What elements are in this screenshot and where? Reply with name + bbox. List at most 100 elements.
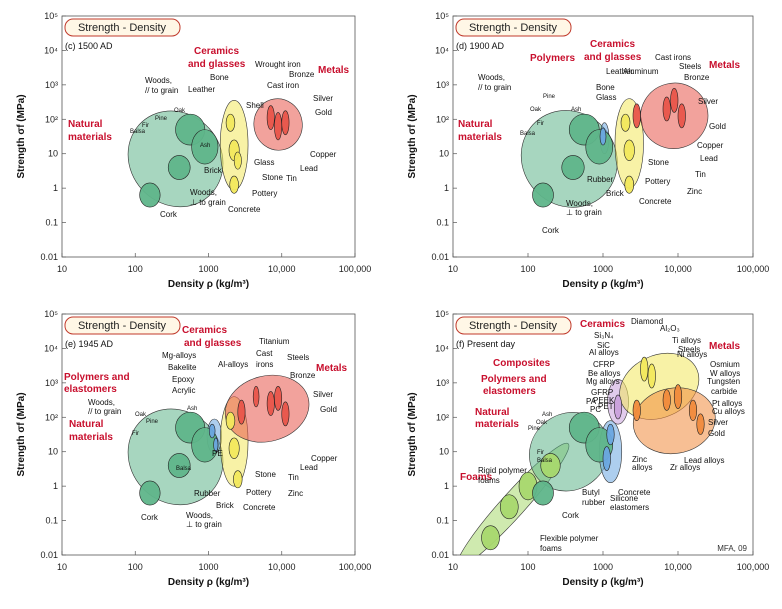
material-label: foams <box>540 544 562 553</box>
material-label: Cast <box>256 349 273 358</box>
material-bubble <box>599 127 607 146</box>
y-tick-label: 10³ <box>436 378 449 388</box>
material-label: Balsa <box>176 466 192 472</box>
material-label: Rigid polymer <box>478 466 527 475</box>
material-label: Tin <box>286 174 297 183</box>
y-tick-label: 10 <box>48 447 58 457</box>
plot-marks <box>520 82 709 208</box>
x-tick-label: 100,000 <box>339 264 372 274</box>
material-bubble <box>229 175 239 194</box>
x-axis-title: Density ρ (kg/m³) <box>168 279 249 290</box>
material-label: Copper <box>310 150 337 159</box>
material-bubble <box>167 155 191 180</box>
material-bubble <box>673 384 683 409</box>
y-tick-label: 1 <box>53 481 58 491</box>
group-label: Ceramics <box>590 39 635 50</box>
y-tick-label: 1 <box>444 183 449 193</box>
x-tick-label: 1000 <box>593 562 613 572</box>
material-label: Cork <box>562 511 580 520</box>
material-label: Ash <box>187 406 197 412</box>
material-label: PE <box>212 449 223 458</box>
y-axis-title: Strength σf (MPa) <box>407 392 418 476</box>
material-label: Glass <box>254 158 274 167</box>
material-label: carbide <box>711 387 738 396</box>
plot-marks <box>127 98 303 208</box>
material-label: Steels <box>679 62 701 71</box>
y-tick-label: 10⁵ <box>44 11 58 21</box>
material-label: SiC <box>597 341 610 350</box>
x-tick-label: 100 <box>520 562 535 572</box>
material-label: Silver <box>698 97 718 106</box>
material-label: Steels <box>287 353 309 362</box>
material-label: Ti alloys <box>672 336 701 345</box>
group-label: materials <box>475 419 519 430</box>
material-label: Woods, <box>88 398 115 407</box>
material-bubble <box>281 110 290 136</box>
chart-panel-4: 0.01 0.1 1 10 10² 10³ 10⁴ 10⁵ 10 100 1000 10,000 100… <box>407 309 769 588</box>
material-bubble <box>647 363 656 389</box>
y-tick-label: 0.1 <box>45 516 58 526</box>
material-bubble <box>139 480 161 506</box>
material-label: Zinc <box>288 489 303 498</box>
material-label: Brick <box>606 189 625 198</box>
material-label: Glass <box>596 93 616 102</box>
material-bubble <box>481 525 500 551</box>
material-label: Stone <box>648 158 669 167</box>
material-label: Zinc <box>632 455 647 464</box>
material-bubble <box>233 470 243 489</box>
group-label: materials <box>69 432 113 443</box>
x-tick-label: 10 <box>448 264 458 274</box>
material-label: Wrought iron <box>255 60 301 69</box>
group-label: materials <box>68 132 112 143</box>
material-label: Pt alloys <box>712 399 742 408</box>
x-tick-label: 100 <box>128 562 143 572</box>
group-label: Polymers <box>530 53 575 64</box>
material-label: // to grain <box>478 83 511 92</box>
material-label: CFRP <box>593 360 615 369</box>
material-bubble <box>670 87 679 113</box>
material-label: Fir <box>537 450 544 456</box>
material-bubble <box>266 391 275 416</box>
material-label: Woods, <box>478 73 505 82</box>
material-label: Flexible polymer <box>540 534 599 543</box>
material-bubble <box>606 423 615 446</box>
material-label: Be alloys <box>588 369 620 378</box>
material-bubble <box>632 399 641 422</box>
material-label: foams <box>478 476 500 485</box>
material-label: // to grain <box>88 407 121 416</box>
group-label: Polymers and <box>481 374 547 385</box>
material-label: PET <box>598 402 614 411</box>
material-label: Steels <box>678 345 700 354</box>
material-bubble <box>624 175 635 194</box>
material-label: alloys <box>632 463 652 472</box>
material-bubble <box>167 453 191 478</box>
material-bubble <box>191 129 219 165</box>
material-label: Silver <box>708 418 728 427</box>
y-axis-title: Strength σf (MPa) <box>407 94 418 178</box>
y-axis-title: Strength σf (MPa) <box>16 392 27 476</box>
y-tick-label: 10² <box>45 412 58 422</box>
group-label: Metals <box>318 65 350 76</box>
material-label: Copper <box>697 141 724 150</box>
material-label: Cast iron <box>267 81 299 90</box>
material-label: Concrete <box>639 197 672 206</box>
y-axis-title: Strength σf (MPa) <box>16 94 27 178</box>
material-label: Bronze <box>684 73 710 82</box>
y-tick-label: 10³ <box>436 80 449 90</box>
y-tick-label: 10⁴ <box>435 343 449 353</box>
material-label: Bakelite <box>168 363 197 372</box>
material-label: Concrete <box>243 503 276 512</box>
material-label: Rubber <box>194 489 221 498</box>
material-label: Cork <box>141 513 159 522</box>
material-label: Aluminum <box>623 67 659 76</box>
material-bubble <box>208 423 216 439</box>
material-label: Concrete <box>228 205 261 214</box>
material-bubble <box>252 385 260 408</box>
material-label: ⊥ to grain <box>186 520 222 529</box>
x-tick-label: 100,000 <box>737 562 770 572</box>
material-bubble <box>266 105 275 130</box>
credit-label: MFA, 09 <box>717 544 747 553</box>
x-tick-label: 10,000 <box>664 264 692 274</box>
material-label: Balsa <box>130 129 146 135</box>
